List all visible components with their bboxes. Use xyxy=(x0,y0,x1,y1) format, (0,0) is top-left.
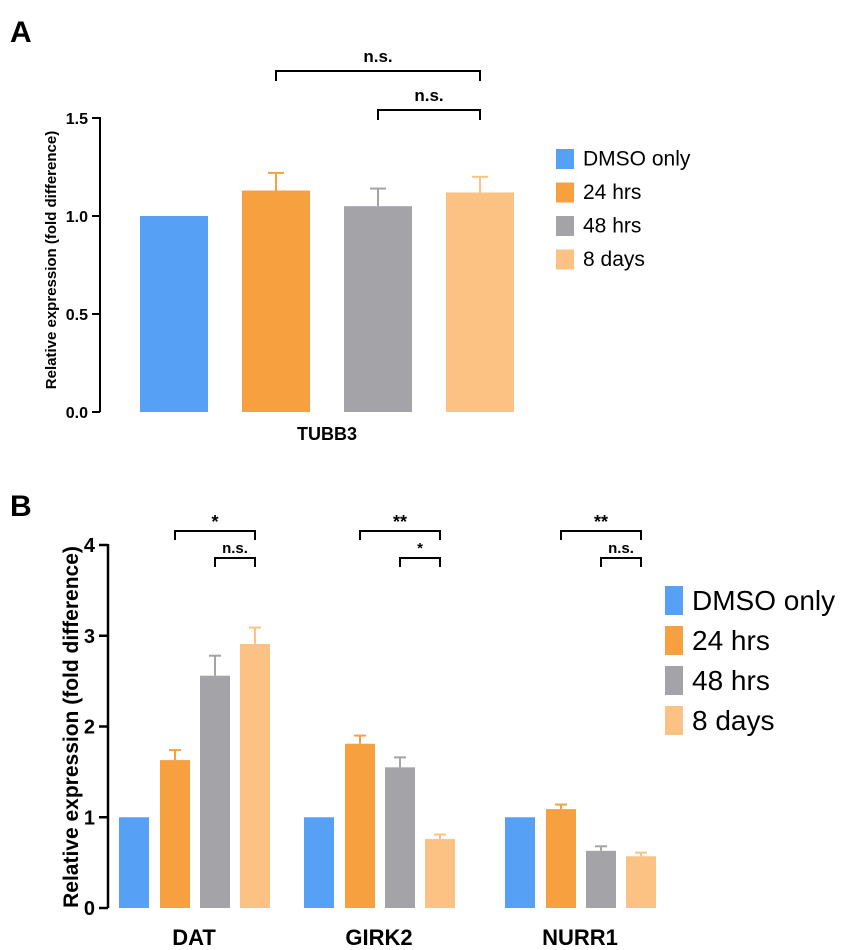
panel-a-significance-bracket-tubb3-24-hrs-vs-8-days xyxy=(275,70,481,81)
panel-b-legend-label-48-hrs: 48 hrs xyxy=(692,665,770,696)
panel-b-bar-dat-48-hrs xyxy=(200,675,230,908)
panel-b-legend-label-8-days: 8 days xyxy=(692,705,775,736)
panel-b-label: B xyxy=(10,490,32,523)
panel-b-bars xyxy=(119,626,656,908)
panel-a-y-ticks: 0.0 0.5 1.0 1.5 xyxy=(66,111,100,422)
panel-a-y-tick-label: 1.0 xyxy=(66,209,88,226)
panel-a-legend: DMSO only 24 hrs 48 hrs 8 days xyxy=(556,147,691,271)
panel-b-significance-bracket-dat-48-hrs-vs-8-days xyxy=(214,557,256,567)
panel-a-bar-tubb3-8-days xyxy=(446,192,514,412)
panel-a-y-tick-label: 0.0 xyxy=(66,405,88,422)
panel-a-bar-tubb3-24-hrs xyxy=(242,190,310,412)
panel-b-x-categories: DAT GIRK2 NURR1 xyxy=(172,925,618,950)
panel-a-bar-tubb3-dmso-only xyxy=(140,216,208,412)
panel-a-bars xyxy=(140,171,514,412)
panel-b-y-ticks: 0 1 2 3 4 xyxy=(84,535,108,920)
panel-a-legend-swatch-48-hrs xyxy=(556,216,574,236)
panel-a-label: A xyxy=(10,16,32,49)
panel-b-bar-nurr1-24-hrs xyxy=(546,809,576,908)
panel-b-significance-bracket-nurr1-48-hrs-vs-8-days xyxy=(600,557,642,567)
panel-b-bar-nurr1-8-days xyxy=(626,856,656,908)
panel-a-x-category-label: TUBB3 xyxy=(297,424,357,444)
panel-b-y-axis-label: Relative expression (fold difference) xyxy=(60,546,83,908)
panel-b-bar-girk2-48-hrs xyxy=(385,767,415,908)
panel-a-annotations: n.s. n.s. xyxy=(275,47,481,120)
panel-b-bar-dat-dmso-only xyxy=(119,817,149,908)
panel-a-legend-label-dmso-only: DMSO only xyxy=(583,147,691,170)
panel-b-category-label-dat: DAT xyxy=(172,925,216,950)
panel-b-category-label-nurr1: NURR1 xyxy=(542,925,618,950)
panel-b-annotations: *n.s.*****n.s. xyxy=(174,512,642,567)
panel-b-significance-bracket-girk2-48-hrs-vs-8-days xyxy=(399,557,441,567)
panel-b-y-tick-label: 4 xyxy=(84,535,96,557)
panel-a-legend-swatch-dmso-only xyxy=(556,149,574,169)
panel-a-y-tick-label: 1.5 xyxy=(66,111,88,128)
panel-b-bar-girk2-8-days xyxy=(425,839,455,908)
panel-b-y-tick-label: 0 xyxy=(84,898,95,920)
panel-a-legend-label-24-hrs: 24 hrs xyxy=(583,181,641,204)
panel-a-significance-bracket-tubb3-48-hrs-vs-8-days xyxy=(377,109,481,120)
panel-b-legend-swatch-8-days xyxy=(665,706,683,735)
panel-a-significance-label: n.s. xyxy=(414,86,443,105)
panel-b-significance-bracket-nurr1-24-hrs-vs-8-days xyxy=(560,530,642,540)
panel-a-legend-swatch-8-days xyxy=(556,249,574,270)
panel-b-legend: DMSO only 24 hrs 48 hrs 8 days xyxy=(665,585,835,736)
panel-b-category-label-girk2: GIRK2 xyxy=(345,925,412,950)
panel-b-significance-label: * xyxy=(211,512,218,532)
panel-b-bar-girk2-dmso-only xyxy=(304,817,334,908)
panel-b-bar-nurr1-dmso-only xyxy=(505,817,535,908)
panel-b-bar-girk2-24-hrs xyxy=(345,743,375,908)
panel-b-legend-label-dmso-only: DMSO only xyxy=(692,585,835,616)
panel-b-significance-label: n.s. xyxy=(222,540,248,557)
panel-b-y-tick-label: 3 xyxy=(84,626,95,648)
panel-b-legend-label-24-hrs: 24 hrs xyxy=(692,625,770,656)
panel-b-bar-nurr1-48-hrs xyxy=(586,850,616,908)
panel-b-y-tick-label: 2 xyxy=(84,717,95,739)
panel-a-y-axis-label: Relative expression (fold difference) xyxy=(43,131,60,389)
panel-a: A n.s. n.s. 0.0 0.5 1.0 1.5 Relative express… xyxy=(10,16,691,444)
panel-a-significance-label: n.s. xyxy=(363,47,392,66)
panel-b-legend-swatch-dmso-only xyxy=(665,586,683,615)
panel-b-bar-dat-24-hrs xyxy=(160,760,190,908)
panel-a-legend-label-8-days: 8 days xyxy=(583,248,645,271)
panel-b-significance-label: ** xyxy=(393,512,407,532)
panel-b-significance-bracket-dat-24-hrs-vs-8-days xyxy=(174,530,256,540)
panel-a-legend-label-48-hrs: 48 hrs xyxy=(583,214,641,237)
panel-b-legend-swatch-48-hrs xyxy=(665,666,683,695)
panel-b-significance-label: ** xyxy=(594,512,608,532)
panel-a-bar-tubb3-48-hrs xyxy=(344,206,412,412)
panel-b-legend-swatch-24-hrs xyxy=(665,626,683,655)
panel-a-legend-swatch-24-hrs xyxy=(556,182,574,203)
panel-b-y-tick-label: 1 xyxy=(84,807,95,829)
panel-b-significance-label: n.s. xyxy=(608,540,634,557)
panel-b-significance-bracket-girk2-24-hrs-vs-8-days xyxy=(359,530,441,540)
panel-b-significance-label: * xyxy=(417,540,423,557)
panel-b-bar-dat-8-days xyxy=(240,643,270,908)
panel-a-y-tick-label: 0.5 xyxy=(66,307,88,324)
